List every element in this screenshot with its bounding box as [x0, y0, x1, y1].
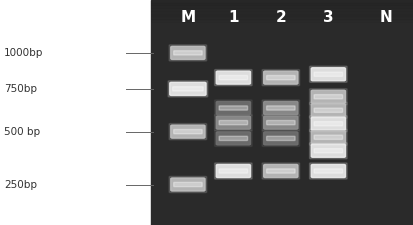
FancyBboxPatch shape	[311, 164, 346, 178]
FancyBboxPatch shape	[262, 130, 300, 146]
FancyBboxPatch shape	[215, 115, 252, 131]
FancyBboxPatch shape	[314, 169, 343, 173]
Text: 1: 1	[228, 11, 239, 25]
FancyBboxPatch shape	[267, 136, 295, 140]
FancyBboxPatch shape	[314, 122, 343, 126]
FancyBboxPatch shape	[310, 102, 347, 118]
FancyBboxPatch shape	[174, 182, 202, 187]
FancyBboxPatch shape	[264, 164, 298, 178]
FancyBboxPatch shape	[264, 116, 298, 129]
FancyBboxPatch shape	[219, 169, 247, 173]
FancyBboxPatch shape	[267, 121, 295, 125]
FancyBboxPatch shape	[216, 101, 250, 115]
Bar	[151, 0, 413, 3]
Bar	[151, 14, 413, 16]
Text: 750bp: 750bp	[4, 84, 37, 94]
Text: 1000bp: 1000bp	[4, 48, 43, 58]
FancyBboxPatch shape	[219, 136, 247, 140]
FancyBboxPatch shape	[310, 143, 347, 159]
Text: 3: 3	[323, 11, 334, 25]
FancyBboxPatch shape	[311, 131, 346, 144]
FancyBboxPatch shape	[215, 163, 252, 179]
Bar	[151, 5, 413, 8]
FancyBboxPatch shape	[169, 124, 207, 140]
FancyBboxPatch shape	[219, 75, 247, 80]
Bar	[151, 19, 413, 22]
FancyBboxPatch shape	[314, 135, 343, 139]
FancyBboxPatch shape	[262, 100, 300, 116]
FancyBboxPatch shape	[216, 164, 250, 178]
FancyBboxPatch shape	[310, 116, 347, 132]
Bar	[151, 11, 413, 14]
FancyBboxPatch shape	[215, 70, 252, 86]
FancyBboxPatch shape	[264, 132, 298, 145]
Bar	[0, 0, 151, 225]
Text: 2: 2	[275, 11, 286, 25]
FancyBboxPatch shape	[171, 125, 205, 138]
FancyBboxPatch shape	[216, 116, 250, 129]
Text: 500 bp: 500 bp	[4, 127, 40, 137]
FancyBboxPatch shape	[219, 121, 247, 125]
FancyBboxPatch shape	[311, 90, 346, 103]
FancyBboxPatch shape	[264, 101, 298, 115]
FancyBboxPatch shape	[314, 94, 343, 99]
FancyBboxPatch shape	[262, 115, 300, 131]
FancyBboxPatch shape	[173, 87, 203, 91]
FancyBboxPatch shape	[262, 70, 300, 86]
FancyBboxPatch shape	[267, 75, 295, 80]
Bar	[151, 8, 413, 11]
FancyBboxPatch shape	[310, 66, 347, 82]
FancyBboxPatch shape	[169, 176, 207, 193]
FancyBboxPatch shape	[311, 104, 346, 117]
FancyBboxPatch shape	[311, 117, 346, 130]
FancyBboxPatch shape	[171, 178, 205, 191]
FancyBboxPatch shape	[174, 51, 202, 55]
FancyBboxPatch shape	[169, 45, 207, 61]
Bar	[151, 0, 413, 225]
Text: M: M	[180, 11, 195, 25]
FancyBboxPatch shape	[219, 106, 247, 110]
FancyBboxPatch shape	[171, 46, 205, 59]
FancyBboxPatch shape	[168, 81, 208, 97]
FancyBboxPatch shape	[170, 82, 206, 95]
FancyBboxPatch shape	[216, 132, 250, 145]
FancyBboxPatch shape	[310, 129, 347, 145]
FancyBboxPatch shape	[311, 144, 346, 157]
Text: 250bp: 250bp	[4, 180, 37, 189]
FancyBboxPatch shape	[215, 100, 252, 116]
Text: N: N	[380, 11, 392, 25]
FancyBboxPatch shape	[262, 163, 300, 179]
FancyBboxPatch shape	[310, 163, 347, 179]
FancyBboxPatch shape	[174, 130, 202, 134]
Bar	[151, 3, 413, 5]
FancyBboxPatch shape	[264, 71, 298, 84]
FancyBboxPatch shape	[215, 130, 252, 146]
FancyBboxPatch shape	[314, 108, 343, 112]
FancyBboxPatch shape	[267, 106, 295, 110]
FancyBboxPatch shape	[311, 68, 346, 81]
Bar	[151, 16, 413, 19]
FancyBboxPatch shape	[314, 149, 343, 153]
FancyBboxPatch shape	[314, 72, 343, 76]
FancyBboxPatch shape	[267, 169, 295, 173]
FancyBboxPatch shape	[216, 71, 250, 84]
FancyBboxPatch shape	[310, 89, 347, 105]
